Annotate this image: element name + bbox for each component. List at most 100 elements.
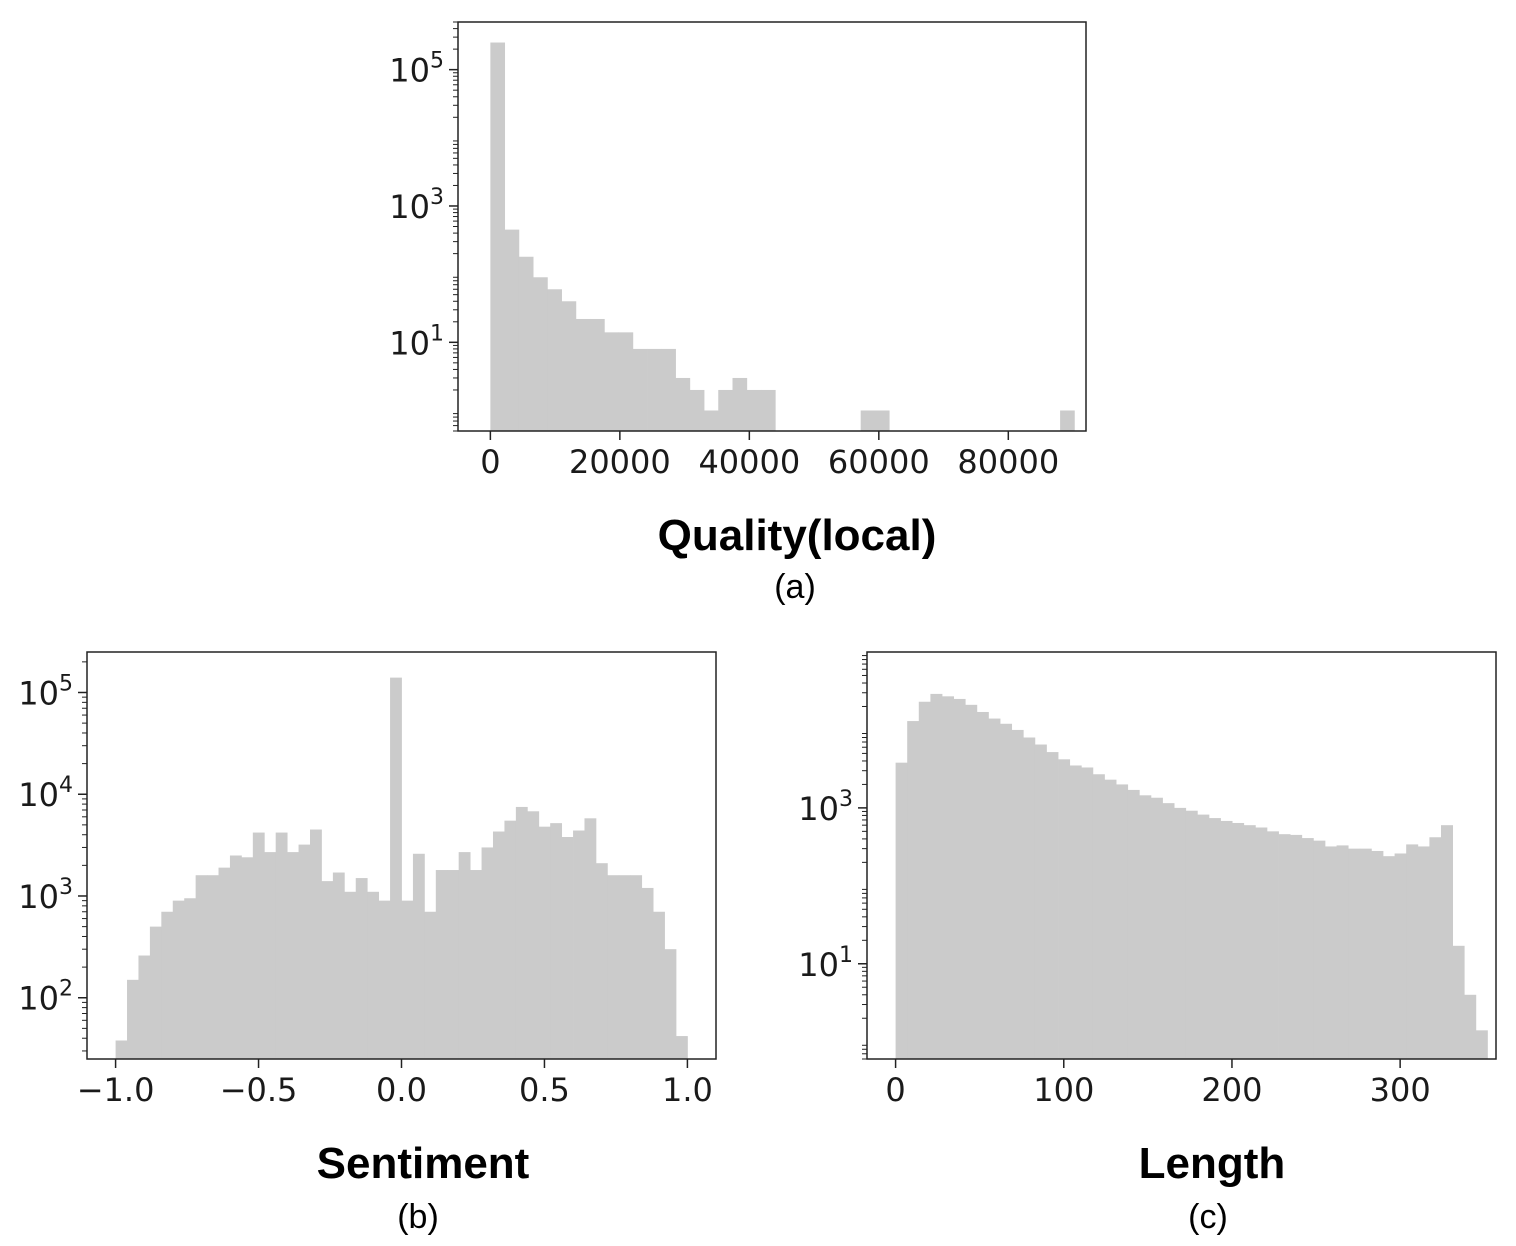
panel-b-x-ticks: −1.0 −0.5 0.0 0.5 1.0 [77, 1059, 713, 1109]
histogram-bar [172, 900, 185, 1059]
histogram-bar [390, 677, 402, 1059]
histogram-bar [618, 332, 634, 431]
histogram-bar [115, 1040, 128, 1059]
y-tick-label: 104 [18, 773, 73, 814]
histogram-bar [527, 811, 540, 1059]
panel-c-x-ticks: 0 100 200 300 [885, 1059, 1431, 1109]
histogram-bar [675, 377, 691, 431]
histogram-bar [942, 696, 955, 1059]
histogram-bar [275, 832, 288, 1059]
histogram-bar [1232, 822, 1245, 1059]
histogram-bar [264, 852, 277, 1059]
histogram-bar [1000, 723, 1013, 1059]
histogram-bar [401, 900, 414, 1059]
histogram-bar [953, 698, 966, 1059]
y-tick-label: 101 [389, 321, 444, 362]
histogram-bar [1278, 834, 1291, 1059]
y-tick-label: 103 [389, 185, 444, 226]
histogram-bar [575, 318, 591, 431]
histogram-bar [1069, 765, 1082, 1059]
panel-a-x-label: Quality(local) [658, 511, 937, 560]
x-tick-label: 40000 [698, 443, 800, 481]
histogram-bar [1371, 850, 1384, 1059]
histogram-bar [918, 701, 931, 1059]
histogram-bar [538, 826, 551, 1059]
histogram-bar [344, 891, 357, 1059]
x-tick-label: 0.0 [376, 1071, 427, 1109]
histogram-bar [1162, 803, 1175, 1059]
y-tick-label: 103 [18, 875, 73, 916]
histogram-bar [573, 830, 585, 1059]
histogram-bar [378, 900, 391, 1059]
panel-c-plot-frame [866, 651, 1497, 1060]
histogram-bar [595, 863, 608, 1059]
y-tick-label: 102 [18, 977, 73, 1018]
y-tick-label: 105 [389, 49, 444, 90]
histogram-bar [518, 256, 534, 431]
histogram-bar [492, 831, 505, 1059]
histogram-bar [1127, 789, 1140, 1059]
histogram-bar [161, 911, 174, 1059]
panel-c-x-label: Length [1139, 1139, 1286, 1188]
histogram-bar [1150, 797, 1163, 1059]
histogram-bar [1104, 779, 1117, 1059]
panel-b-sentiment: −1.0 −0.5 0.0 0.5 1.0 102 103 104 105 Sentiment… [18, 651, 717, 1236]
histogram-bar [1429, 837, 1442, 1059]
histogram-bar [1266, 831, 1279, 1059]
histogram-bar [561, 837, 574, 1059]
histogram-bar [704, 410, 719, 431]
x-tick-label: −1.0 [77, 1071, 155, 1109]
histogram-bar [241, 857, 254, 1059]
histogram-bar [1313, 840, 1326, 1059]
histogram-bar [653, 911, 665, 1059]
histogram-bar [976, 711, 989, 1059]
histogram-bar [1185, 810, 1198, 1059]
histogram-bar [1348, 848, 1361, 1059]
histogram-bar [184, 898, 197, 1059]
histogram-bar [550, 823, 563, 1059]
histogram-bar [547, 289, 562, 431]
histogram-bar [504, 229, 520, 431]
x-tick-label: 0.5 [519, 1071, 570, 1109]
histogram-bar [675, 1036, 688, 1059]
histogram-bar [252, 832, 265, 1059]
histogram-bar [607, 875, 620, 1059]
x-tick-label: 20000 [569, 443, 671, 481]
histogram-bar [860, 410, 876, 431]
histogram-bar [661, 348, 676, 431]
histogram-bar [760, 389, 776, 431]
histogram-bar [632, 348, 648, 431]
histogram-bar [874, 410, 890, 431]
histogram-bar [895, 762, 908, 1059]
histogram-bar [218, 867, 231, 1059]
histogram-bar [584, 818, 597, 1059]
histogram-bar [689, 389, 705, 431]
histogram-bar [1023, 737, 1036, 1059]
histogram-bar [718, 389, 733, 431]
histogram-bar [490, 42, 506, 432]
histogram-bar [1046, 752, 1059, 1059]
histogram-bar [1406, 844, 1419, 1059]
histogram-bar [458, 852, 471, 1059]
panel-b-bars [115, 677, 688, 1059]
x-tick-label: 300 [1370, 1071, 1431, 1109]
histogram-bar [298, 844, 311, 1059]
x-tick-label: 60000 [828, 443, 930, 481]
histogram-bar [1452, 945, 1465, 1059]
histogram-bar [1336, 845, 1349, 1059]
histogram-bar [1139, 795, 1152, 1059]
histogram-bar [630, 875, 643, 1059]
panel-a-quality-local: 0 20000 40000 60000 80000 101 103 105 Quality(… [389, 21, 1087, 606]
panel-b-caption: (b) [397, 1198, 439, 1236]
histogram-bar [533, 277, 548, 431]
histogram-bar [1060, 410, 1075, 431]
histogram-bar [1359, 848, 1372, 1059]
histogram-bar [138, 955, 151, 1059]
histogram-bar [746, 389, 762, 431]
histogram-bar [1290, 834, 1303, 1059]
histogram-bar [647, 348, 662, 431]
panel-c-y-ticks: 101 103 [798, 655, 867, 1060]
histogram-bar [515, 806, 528, 1059]
histogram-bar [1034, 744, 1047, 1059]
histogram-bar [424, 911, 437, 1059]
